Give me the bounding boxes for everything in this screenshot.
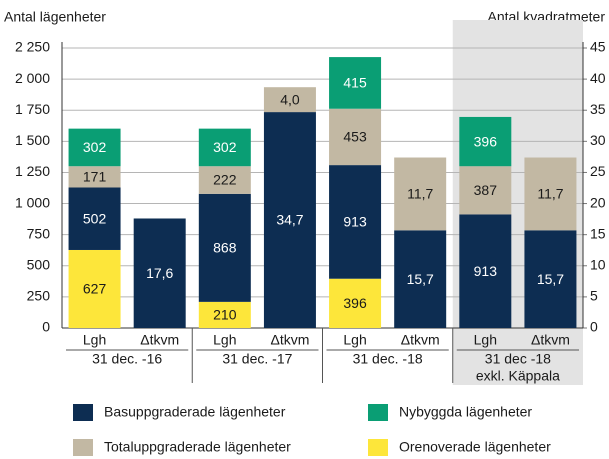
- y2-tick-label: 0: [590, 319, 598, 335]
- bar-segment: [524, 157, 577, 231]
- bar-segment: [394, 230, 447, 328]
- value-label: 15,7: [537, 271, 564, 287]
- value-label: 17,6: [146, 265, 173, 281]
- y-tick-label: 2 250: [15, 39, 50, 55]
- value-label: 387: [474, 182, 498, 198]
- value-label: 502: [83, 210, 107, 226]
- y-axis-title: Antal lägenheter: [4, 9, 106, 25]
- value-label: 396: [343, 295, 367, 311]
- legend-swatch: [368, 404, 388, 421]
- legend-label: Orenoverade lägenheter: [399, 439, 551, 455]
- x-tick-label: Lgh: [213, 332, 236, 348]
- bar-segment: [459, 116, 512, 167]
- bar-segment: [68, 249, 121, 328]
- bar-segment: [329, 278, 382, 328]
- value-label: 396: [474, 133, 498, 149]
- group-label: 31 dec. -17: [222, 351, 292, 367]
- y-tick-label: 1 000: [15, 194, 50, 210]
- x-tick-label: Lgh: [474, 332, 497, 348]
- value-label: 4,0: [280, 91, 300, 107]
- y2-tick-label: 20: [590, 194, 606, 210]
- bar-segment: [263, 112, 316, 328]
- y-tick-label: 1 750: [15, 101, 50, 117]
- group-label: 31 dec. -16: [92, 351, 162, 367]
- bar-segment: [524, 230, 577, 328]
- bar-segment: [198, 193, 251, 302]
- bar-segment: [198, 301, 251, 328]
- x-tick-label: Δtkvm: [531, 332, 570, 348]
- y-tick-label: 250: [27, 288, 51, 304]
- value-label: 11,7: [407, 186, 433, 202]
- legend-swatch: [73, 404, 93, 421]
- legend-swatch: [368, 439, 388, 456]
- bar-segment: [263, 87, 316, 113]
- value-label: 868: [213, 240, 237, 256]
- bar-segment: [394, 157, 447, 231]
- y-tick-label: 500: [27, 256, 51, 272]
- bar-segment: [68, 128, 121, 167]
- value-label: 415: [343, 75, 367, 91]
- bar-segment: [329, 108, 382, 166]
- group-label: 31 dec -18: [485, 351, 551, 367]
- value-label: 210: [213, 307, 237, 323]
- bar-segment: [329, 165, 382, 279]
- y2-tick-label: 10: [590, 256, 606, 272]
- bar-segment: [459, 214, 512, 328]
- bar-segment: [459, 166, 512, 215]
- bar-segment: [329, 57, 382, 109]
- y2-tick-label: 30: [590, 132, 606, 148]
- y-tick-label: 2 000: [15, 70, 50, 86]
- bar-segment: [198, 166, 251, 194]
- legend-label: Nybyggda lägenheter: [399, 404, 532, 420]
- bar-segment: [68, 187, 121, 250]
- value-label: 913: [343, 214, 367, 230]
- x-tick-label: Lgh: [83, 332, 106, 348]
- group-label: 31 dec. -18: [353, 351, 423, 367]
- bar-segment: [198, 128, 251, 167]
- legend-label: Basuppgraderade lägenheter: [104, 404, 286, 420]
- x-tick-label: Δtkvm: [140, 332, 179, 348]
- value-label: 302: [83, 139, 107, 155]
- x-tick-label: Lgh: [343, 332, 366, 348]
- value-label: 302: [213, 139, 237, 155]
- bar-segment: [68, 166, 121, 188]
- bar-segment: [133, 218, 186, 328]
- x-tick-label: Δtkvm: [401, 332, 440, 348]
- value-label: 222: [213, 172, 237, 188]
- y-tick-label: 1 500: [15, 132, 50, 148]
- value-label: 15,7: [407, 271, 434, 287]
- value-label: 627: [83, 281, 107, 297]
- value-label: 913: [474, 263, 498, 279]
- group-label: exkl. Käppala: [476, 368, 560, 384]
- x-tick-label: Δtkvm: [270, 332, 309, 348]
- value-label: 453: [343, 129, 367, 145]
- y2-tick-label: 25: [590, 163, 606, 179]
- y2-tick-label: 40: [590, 70, 606, 86]
- y2-tick-label: 5: [590, 288, 598, 304]
- y-tick-label: 750: [27, 225, 51, 241]
- value-label: 34,7: [276, 212, 303, 228]
- legend-label: Totaluppgraderade lägenheter: [104, 439, 291, 455]
- y2-tick-label: 15: [590, 225, 606, 241]
- value-label: 171: [83, 169, 107, 185]
- y-tick-label: 0: [42, 319, 50, 335]
- y-tick-label: 1 250: [15, 163, 50, 179]
- value-label: 11,7: [537, 186, 563, 202]
- y2-tick-label: 45: [590, 39, 606, 55]
- y2-tick-label: 35: [590, 101, 606, 117]
- legend-swatch: [73, 439, 93, 456]
